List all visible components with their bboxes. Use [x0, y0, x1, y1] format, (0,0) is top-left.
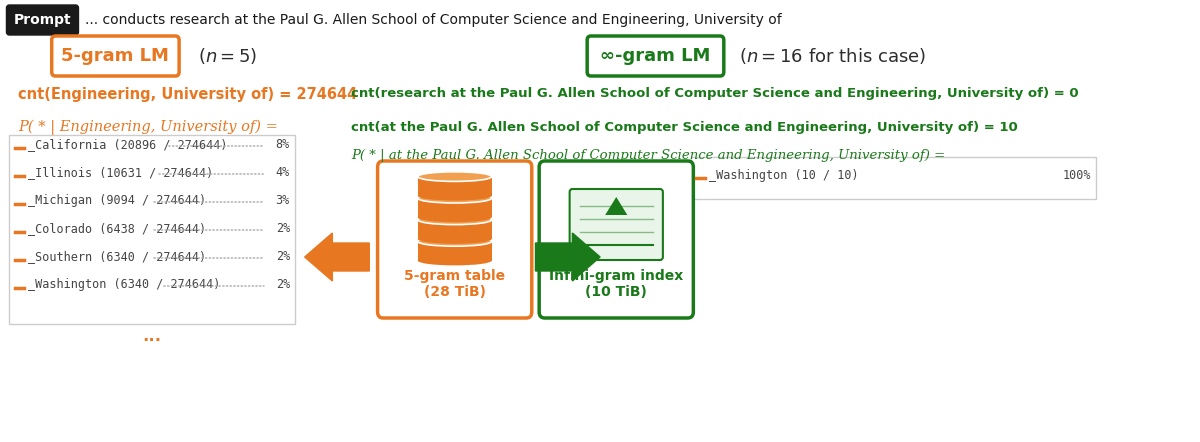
- Ellipse shape: [418, 172, 492, 181]
- Text: P( * | at the Paul G. Allen School of Computer Science and Engineering, Universi: P( * | at the Paul G. Allen School of Co…: [350, 149, 946, 161]
- Text: P( * | Engineering, University of) =: P( * | Engineering, University of) =: [18, 119, 278, 135]
- Text: _Colorado (6438 / 274644): _Colorado (6438 / 274644): [28, 222, 206, 235]
- FancyBboxPatch shape: [6, 5, 78, 35]
- Bar: [418, 177, 492, 196]
- Ellipse shape: [418, 213, 492, 222]
- Ellipse shape: [418, 234, 492, 244]
- Polygon shape: [605, 197, 628, 215]
- Text: cnt(Engineering, University of) = 274644: cnt(Engineering, University of) = 274644: [18, 87, 358, 102]
- FancyBboxPatch shape: [10, 135, 294, 324]
- FancyBboxPatch shape: [690, 157, 1096, 199]
- Bar: [418, 220, 492, 239]
- Text: Prompt: Prompt: [13, 13, 71, 27]
- Text: 5-gram table
(28 TiB): 5-gram table (28 TiB): [404, 269, 505, 299]
- Ellipse shape: [418, 215, 492, 225]
- Text: $(n = 16\ \mathrm{for\ this\ case})$: $(n = 16\ \mathrm{for\ this\ case})$: [738, 46, 926, 66]
- FancyBboxPatch shape: [52, 36, 179, 76]
- Bar: [418, 241, 492, 261]
- Text: _Washington (6340 / 274644): _Washington (6340 / 274644): [28, 278, 220, 291]
- Text: $(n = 5)$: $(n = 5)$: [198, 46, 258, 66]
- Text: _Washington (10 / 10): _Washington (10 / 10): [709, 169, 859, 182]
- Text: ...: ...: [143, 327, 162, 345]
- Text: 2%: 2%: [276, 250, 290, 263]
- FancyBboxPatch shape: [570, 189, 662, 260]
- Ellipse shape: [418, 236, 492, 246]
- Text: _Illinois (10631 / 274644): _Illinois (10631 / 274644): [28, 166, 212, 179]
- Text: _California (20896 / 274644): _California (20896 / 274644): [28, 138, 227, 151]
- FancyBboxPatch shape: [378, 161, 532, 318]
- Text: 2%: 2%: [276, 222, 290, 235]
- Text: Infini-gram index
(10 TiB): Infini-gram index (10 TiB): [550, 269, 683, 299]
- Text: _Michigan (9094 / 274644): _Michigan (9094 / 274644): [28, 194, 206, 207]
- Text: ∞-gram LM: ∞-gram LM: [600, 47, 710, 65]
- Text: _Southern (6340 / 274644): _Southern (6340 / 274644): [28, 250, 206, 263]
- Text: cnt(research at the Paul G. Allen School of Computer Science and Engineering, Un: cnt(research at the Paul G. Allen School…: [350, 88, 1079, 100]
- Ellipse shape: [418, 191, 492, 201]
- Ellipse shape: [418, 194, 492, 203]
- FancyArrow shape: [535, 233, 600, 281]
- Ellipse shape: [418, 256, 492, 265]
- Text: cnt(at the Paul G. Allen School of Computer Science and Engineering, University : cnt(at the Paul G. Allen School of Compu…: [350, 121, 1018, 133]
- Text: 8%: 8%: [276, 138, 290, 151]
- FancyArrow shape: [305, 233, 370, 281]
- FancyBboxPatch shape: [587, 36, 724, 76]
- Text: 3%: 3%: [276, 194, 290, 207]
- FancyBboxPatch shape: [539, 161, 694, 318]
- Bar: [418, 198, 492, 217]
- Text: ... conducts research at the Paul G. Allen School of Computer Science and Engine: ... conducts research at the Paul G. All…: [85, 13, 781, 27]
- Text: 2%: 2%: [276, 278, 290, 291]
- Text: 100%: 100%: [1063, 169, 1091, 182]
- Text: 4%: 4%: [276, 166, 290, 179]
- Text: 5-gram LM: 5-gram LM: [61, 47, 169, 65]
